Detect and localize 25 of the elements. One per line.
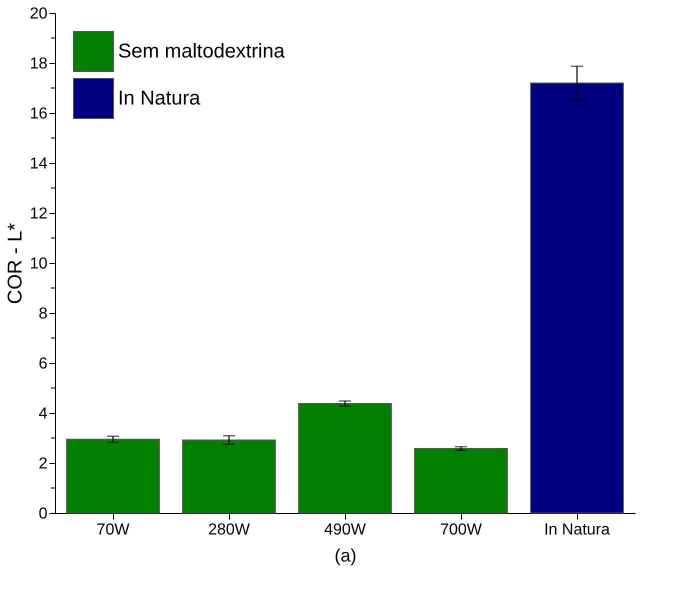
x-tick-label: In Natura (544, 522, 610, 538)
y-tick-label: 6 (38, 356, 48, 372)
y-tick-label: 8 (38, 306, 48, 322)
y-axis-title: COR - L* (4, 222, 27, 304)
y-tick-label: 20 (30, 6, 48, 22)
x-tick-label: 700W (440, 522, 483, 538)
bar (182, 440, 276, 514)
y-tick-label: 0 (38, 506, 48, 522)
y-tick-label: 16 (30, 106, 48, 122)
y-tick-label: 18 (30, 56, 48, 72)
y-tick-label: 10 (30, 256, 48, 272)
y-tick-label: 14 (30, 156, 48, 172)
bar (298, 403, 392, 514)
y-tick-label: 4 (38, 406, 48, 422)
x-tick-label: 490W (324, 522, 367, 538)
legend-label: In Natura (118, 88, 202, 110)
bar (66, 438, 160, 514)
legend-label: Sem maltodextrina (118, 40, 286, 62)
bar (530, 82, 624, 514)
y-tick-label: 12 (30, 206, 48, 222)
x-tick-label: 70W (96, 522, 130, 538)
bar (414, 448, 508, 514)
x-axis-title: (a) (334, 546, 356, 566)
x-tick-label: 280W (208, 522, 251, 538)
y-tick-label: 2 (38, 456, 48, 472)
